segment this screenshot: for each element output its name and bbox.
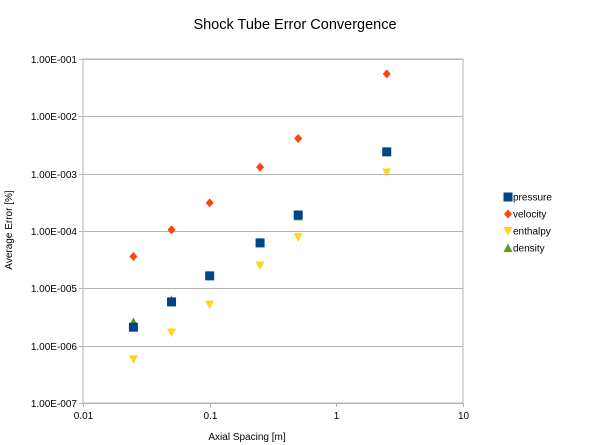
legend-marker-density xyxy=(503,243,513,252)
enthalpy-series xyxy=(128,168,392,364)
velocity-series xyxy=(129,69,391,261)
y-tick-label: 1.00E-003 xyxy=(31,170,78,181)
velocity-point xyxy=(294,134,303,144)
pressure-point xyxy=(293,210,303,220)
legend-label-pressure: pressure xyxy=(513,193,552,204)
y-tick-label: 1.00E-001 xyxy=(31,55,78,66)
x-tick-label: 1 xyxy=(334,411,340,422)
plot-area xyxy=(82,58,464,404)
legend-label-density: density xyxy=(513,244,545,255)
enthalpy-point xyxy=(205,300,215,310)
enthalpy-point xyxy=(382,168,392,177)
legend: pressure velocity enthalpy density xyxy=(503,192,552,255)
pressure-series xyxy=(128,147,392,332)
velocity-point xyxy=(205,198,214,208)
velocity-point xyxy=(256,162,265,172)
pressure-point xyxy=(255,238,265,248)
velocity-point xyxy=(382,69,391,79)
legend-marker-enthalpy xyxy=(503,227,513,236)
velocity-point xyxy=(167,225,176,235)
grid-lines xyxy=(79,59,463,404)
enthalpy-point xyxy=(255,261,265,271)
pressure-point xyxy=(382,147,392,157)
chart-title: Shock Tube Error Convergence xyxy=(193,17,396,33)
pressure-point xyxy=(205,271,215,281)
enthalpy-point xyxy=(167,328,177,337)
data-markers xyxy=(128,69,392,364)
enthalpy-point xyxy=(293,233,303,242)
y-tick-label: 1.00E-007 xyxy=(31,399,78,410)
x-tick-label: 0.1 xyxy=(204,411,218,422)
pressure-point xyxy=(128,322,138,332)
y-tick-label: 1.00E-006 xyxy=(31,342,78,353)
x-tick-label: 0.01 xyxy=(74,411,94,422)
y-axis-label: Average Error [%] xyxy=(4,190,15,270)
velocity-point xyxy=(129,251,138,261)
x-tick-label: 10 xyxy=(458,411,470,422)
y-tick-label: 1.00E-005 xyxy=(31,284,78,295)
y-tick-label: 1.00E-004 xyxy=(31,227,78,238)
axis-ticks: 1.00E-007 1.00E-006 1.00E-005 1.00E-004 1.00… xyxy=(31,55,470,422)
y-tick-label: 1.00E-002 xyxy=(31,112,78,123)
legend-marker-velocity xyxy=(504,209,512,219)
legend-marker-pressure xyxy=(503,192,513,202)
legend-label-enthalpy: enthalpy xyxy=(513,227,551,238)
legend-label-velocity: velocity xyxy=(513,210,546,221)
pressure-point xyxy=(167,297,177,307)
x-axis-label: Axial Spacing [m] xyxy=(208,432,285,443)
enthalpy-point xyxy=(128,355,138,364)
